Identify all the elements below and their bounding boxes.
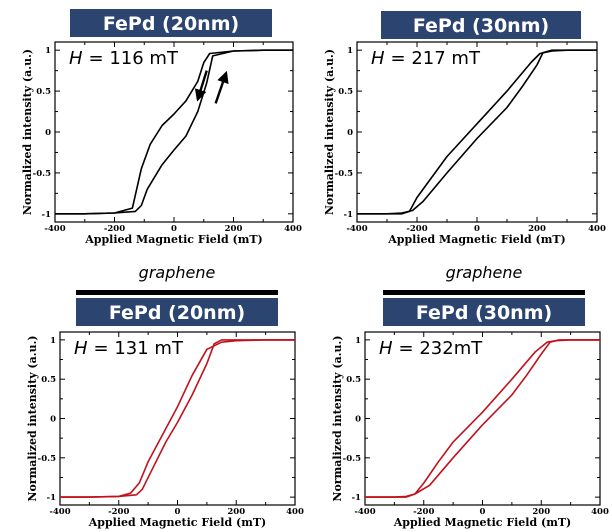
x-tick-label: 0 bbox=[171, 224, 177, 234]
x-tick-label: 400 bbox=[591, 507, 609, 517]
hysteresis-branch-descending bbox=[357, 49, 597, 215]
y-tick-label: 0.5 bbox=[41, 375, 56, 385]
title-banner bbox=[383, 298, 585, 326]
coercive-field-annotation: H = 217 mT bbox=[371, 48, 481, 69]
y-tick-label: 0 bbox=[50, 415, 56, 425]
chart-title: FePd (30nm) bbox=[413, 15, 549, 37]
x-tick-label: -200 bbox=[104, 224, 125, 234]
coercive-field-annotation: H = 116 mT bbox=[69, 48, 179, 69]
y-axis-label: Normalized intensity (a.u.) bbox=[21, 49, 34, 215]
x-tick-label: 200 bbox=[225, 224, 243, 234]
coercive-field-annotation: H = 232mT bbox=[379, 338, 483, 359]
x-tick-label: -200 bbox=[108, 507, 129, 517]
y-tick-label: 0 bbox=[347, 128, 353, 138]
field-value: = 116 mT bbox=[89, 48, 179, 69]
field-symbol: H bbox=[74, 338, 88, 359]
sweep-down-arrow bbox=[194, 70, 208, 102]
plot-frame bbox=[356, 41, 598, 223]
substrate-label: graphene bbox=[139, 263, 216, 282]
y-tick-label: -1 bbox=[47, 493, 57, 503]
y-axis-label: Normalized intensity (a.u.) bbox=[26, 335, 39, 501]
y-tick-label: -1 bbox=[352, 493, 362, 503]
y-tick-label: -1 bbox=[344, 210, 354, 220]
coercive-field-annotation: H = 131 mT bbox=[74, 338, 184, 359]
y-axis-label: Normalized intensity (a.u.) bbox=[331, 335, 344, 501]
x-tick-label: 200 bbox=[528, 224, 546, 234]
x-axis-label: Applied Magnetic Field (mT) bbox=[393, 516, 572, 529]
x-tick-label: 400 bbox=[286, 507, 304, 517]
hysteresis-branch-descending bbox=[60, 339, 295, 498]
x-tick-label: 400 bbox=[284, 224, 302, 234]
plot-frame bbox=[54, 41, 294, 223]
x-tick-label: -400 bbox=[44, 224, 65, 234]
x-tick-label: 0 bbox=[175, 507, 181, 517]
x-tick-label: 400 bbox=[588, 224, 606, 234]
hysteresis-branch-ascending bbox=[55, 49, 293, 215]
hysteresis-branch-descending bbox=[55, 49, 293, 215]
chart-panel-1: FePd (20nm) -400 -200 0 200 400 -1 -0.5 0 0.5 1 App… bbox=[21, 9, 302, 246]
chart-panel-4: graphene FePd (30nm) -400 -200 0 200 400 -1 -0.5… bbox=[331, 263, 609, 529]
substrate-bar bbox=[76, 290, 278, 295]
y-tick-label: 1 bbox=[355, 336, 361, 346]
x-tick-label: 0 bbox=[474, 224, 480, 234]
hysteresis-branch-ascending bbox=[60, 339, 295, 498]
title-banner bbox=[76, 298, 278, 326]
title-banner bbox=[70, 9, 272, 37]
chart-panel-2: FePd (30nm) -400 -200 0 200 400 -1 -0.5 0 0.5 1 App… bbox=[323, 11, 606, 246]
y-tick-label: 0 bbox=[355, 415, 361, 425]
chart-title: FePd (30nm) bbox=[416, 302, 552, 324]
x-tick-label: 200 bbox=[227, 507, 245, 517]
field-symbol: H bbox=[379, 338, 393, 359]
chart-title: FePd (20nm) bbox=[103, 13, 239, 35]
field-symbol: H bbox=[371, 48, 385, 69]
x-axis-label: Applied Magnetic Field (mT) bbox=[387, 233, 566, 246]
x-tick-label: -200 bbox=[413, 507, 434, 517]
y-tick-label: -0.5 bbox=[38, 454, 56, 464]
field-value: = 131 mT bbox=[94, 338, 184, 359]
title-banner bbox=[381, 11, 581, 39]
hysteresis-branch-ascending bbox=[365, 339, 600, 498]
hysteresis-branch-descending bbox=[365, 339, 600, 498]
field-symbol: H bbox=[69, 48, 83, 69]
x-tick-label: -400 bbox=[346, 224, 367, 234]
y-tick-label: 1 bbox=[347, 46, 353, 56]
x-axis-label: Applied Magnetic Field (mT) bbox=[88, 516, 267, 529]
x-tick-label: 200 bbox=[532, 507, 550, 517]
x-axis-label: Applied Magnetic Field (mT) bbox=[84, 233, 263, 246]
field-value: = 217 mT bbox=[391, 48, 481, 69]
y-tick-label: -0.5 bbox=[33, 169, 51, 179]
sweep-up-arrow bbox=[214, 70, 229, 104]
x-tick-label: -400 bbox=[49, 507, 70, 517]
y-axis-label: Normalized intensity (a.u.) bbox=[323, 49, 336, 215]
substrate-label: graphene bbox=[446, 263, 523, 282]
field-value: = 232mT bbox=[399, 338, 484, 359]
x-tick-label: -400 bbox=[354, 507, 375, 517]
y-tick-label: 0.5 bbox=[36, 87, 51, 97]
chart-title: FePd (20nm) bbox=[109, 302, 245, 324]
chart-panel-3: graphene FePd (20nm) -400 -200 0 200 400 -1 -0.5… bbox=[26, 263, 304, 529]
y-tick-label: -0.5 bbox=[343, 454, 361, 464]
y-tick-label: 1 bbox=[45, 46, 51, 56]
y-tick-label: 0.5 bbox=[338, 87, 353, 97]
x-tick-label: 0 bbox=[480, 507, 486, 517]
x-tick-label: -200 bbox=[406, 224, 427, 234]
y-tick-label: 1 bbox=[50, 336, 56, 346]
substrate-bar bbox=[383, 290, 585, 295]
y-tick-label: 0.5 bbox=[346, 375, 361, 385]
y-tick-label: -1 bbox=[42, 210, 52, 220]
y-tick-label: -0.5 bbox=[335, 169, 353, 179]
hysteresis-branch-ascending bbox=[357, 49, 597, 215]
y-tick-label: 0 bbox=[45, 128, 51, 138]
